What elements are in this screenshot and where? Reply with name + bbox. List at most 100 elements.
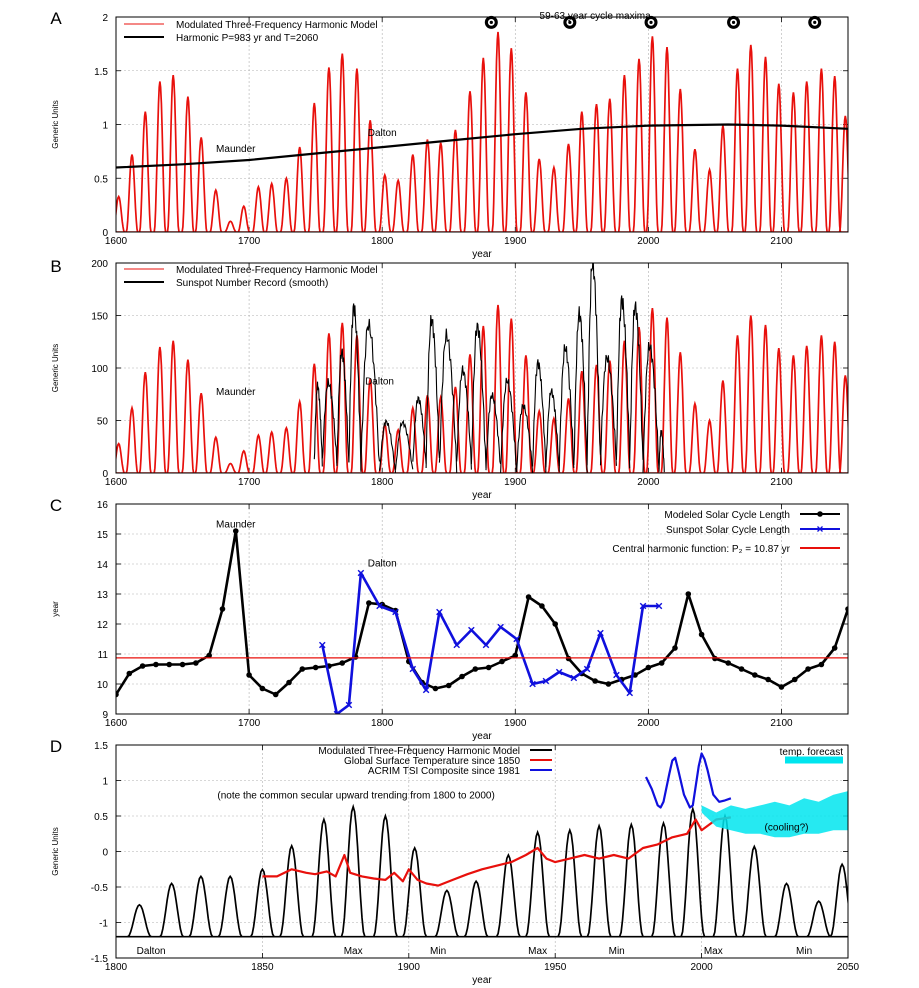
pulse-peak	[532, 158, 546, 232]
x-tick-label: 1850	[251, 962, 274, 973]
legend-entry: Harmonic P=983 yr and T=2060	[124, 33, 319, 44]
series-modulated-three-frequency-harmonic-model	[116, 31, 848, 232]
pulse-peak	[786, 92, 801, 232]
data-point	[436, 608, 443, 616]
x-axis-label: year	[472, 731, 492, 742]
cycle-maximum-marker-dot	[731, 20, 736, 24]
panel-letter: B	[50, 257, 61, 276]
data-point	[592, 678, 598, 684]
legend-entry: Modulated Three-Frequency Harmonic Model	[124, 20, 378, 31]
pulse-peak	[660, 47, 674, 232]
data-point	[432, 685, 439, 692]
legend-label: Sunspot Solar Cycle Length	[666, 525, 790, 536]
y-tick-label: 100	[91, 364, 108, 375]
y-tick-label: 1	[102, 121, 108, 132]
legend-entry: Modulated Three-Frequency Harmonic Model	[318, 746, 552, 757]
pulse-peak	[575, 370, 589, 473]
pulse-peak	[251, 184, 265, 232]
pulse-peak	[307, 102, 321, 232]
series-sunspot-number-record-smooth	[313, 263, 665, 473]
series-line	[262, 816, 732, 887]
data-point	[738, 666, 745, 672]
panel-d: 1800 1850 1900 1950 2000 2050 -1.5 -1 -0.5 0 0.5 1 1…	[50, 737, 860, 986]
data-point	[453, 641, 461, 649]
data-point	[539, 603, 545, 609]
legend-label: Modeled Solar Cycle Length	[664, 510, 790, 521]
pulse-peak	[814, 335, 828, 473]
pulse-peak	[806, 900, 832, 938]
annotation-label: 59-63 year cycle maxima	[540, 11, 652, 22]
x-tick-label: 1950	[544, 962, 567, 973]
forecast-band	[701, 791, 848, 838]
cycle-maximum-marker-dot	[568, 20, 572, 24]
data-point	[485, 664, 492, 671]
pulse-peak	[127, 903, 152, 938]
sunspot-cycle	[412, 395, 427, 464]
pulse-peak	[712, 813, 738, 937]
legend-entry: Sunspot Number Record (smooth)	[124, 278, 328, 289]
x-axis-label: year	[472, 249, 492, 260]
data-point	[698, 631, 705, 638]
y-tick-label: 11	[98, 650, 109, 661]
y-tick-label: 0.5	[94, 812, 108, 823]
pulse-peak	[504, 318, 518, 473]
y-tick-label: -1	[99, 919, 108, 930]
data-point	[219, 606, 226, 612]
x-tick-label: 1900	[398, 962, 421, 973]
data-point	[613, 671, 620, 679]
data-point	[552, 621, 558, 627]
pulse-peak	[363, 378, 377, 473]
annotation-label: Maunder	[216, 387, 256, 398]
sunspot-cycle	[573, 306, 588, 473]
pulse-peak	[617, 340, 631, 473]
pulse-peak	[153, 346, 167, 473]
cycle-maximum-marker-dot	[813, 20, 817, 24]
data-point	[153, 661, 159, 668]
x-tick-label: 1800	[371, 236, 394, 247]
pulse-peak	[279, 843, 305, 938]
y-tick-label: 0	[102, 469, 108, 480]
pulse-peak	[265, 181, 279, 232]
panel-a: 1600 1700 1800 1900 2000 2100 0 0.5 1 1.5 2 year Gen…	[50, 9, 849, 260]
data-point	[422, 686, 430, 694]
pulse-peak	[391, 427, 405, 473]
sunspot-cycle	[313, 381, 323, 467]
sunspot-cycle	[658, 430, 665, 473]
y-tick-label: -1.5	[91, 954, 109, 965]
data-point	[597, 629, 604, 637]
pulse-peak	[265, 430, 279, 473]
pulse-peak	[525, 829, 551, 937]
pulse-peak	[838, 115, 848, 232]
pulse-peak	[617, 74, 631, 232]
data-point	[246, 672, 252, 678]
x-tick-label: 2000	[690, 962, 713, 973]
data-point	[605, 681, 612, 687]
pulse-peak	[673, 88, 687, 232]
data-point	[499, 658, 505, 665]
x-tick-label: 1900	[504, 236, 527, 247]
pulse-peak	[575, 111, 589, 232]
legend-entry: Modulated Three-Frequency Harmonic Model	[124, 265, 378, 276]
pulse-peak	[838, 375, 848, 473]
sunspot-cycle	[456, 365, 472, 470]
plot-area	[116, 31, 848, 232]
pulse-peak	[188, 874, 214, 938]
annotation-label: Maunder	[216, 520, 256, 531]
pulse-peak	[547, 164, 561, 232]
data-point	[765, 676, 771, 683]
data-point	[286, 679, 292, 686]
sunspot-cycle	[470, 322, 487, 469]
data-point	[472, 666, 479, 672]
pulse-peak	[491, 304, 505, 473]
data-point	[179, 661, 186, 668]
data-point	[752, 672, 758, 678]
data-point	[513, 635, 520, 643]
pulse-peak	[561, 398, 576, 473]
pulse-peak	[237, 449, 251, 473]
pulse-peak	[476, 325, 490, 473]
pulse-peak	[758, 56, 773, 232]
pulse-peak	[786, 355, 801, 473]
data-point	[259, 685, 266, 692]
sunspot-cycle	[321, 378, 338, 466]
x-tick-label: 2000	[637, 236, 660, 247]
